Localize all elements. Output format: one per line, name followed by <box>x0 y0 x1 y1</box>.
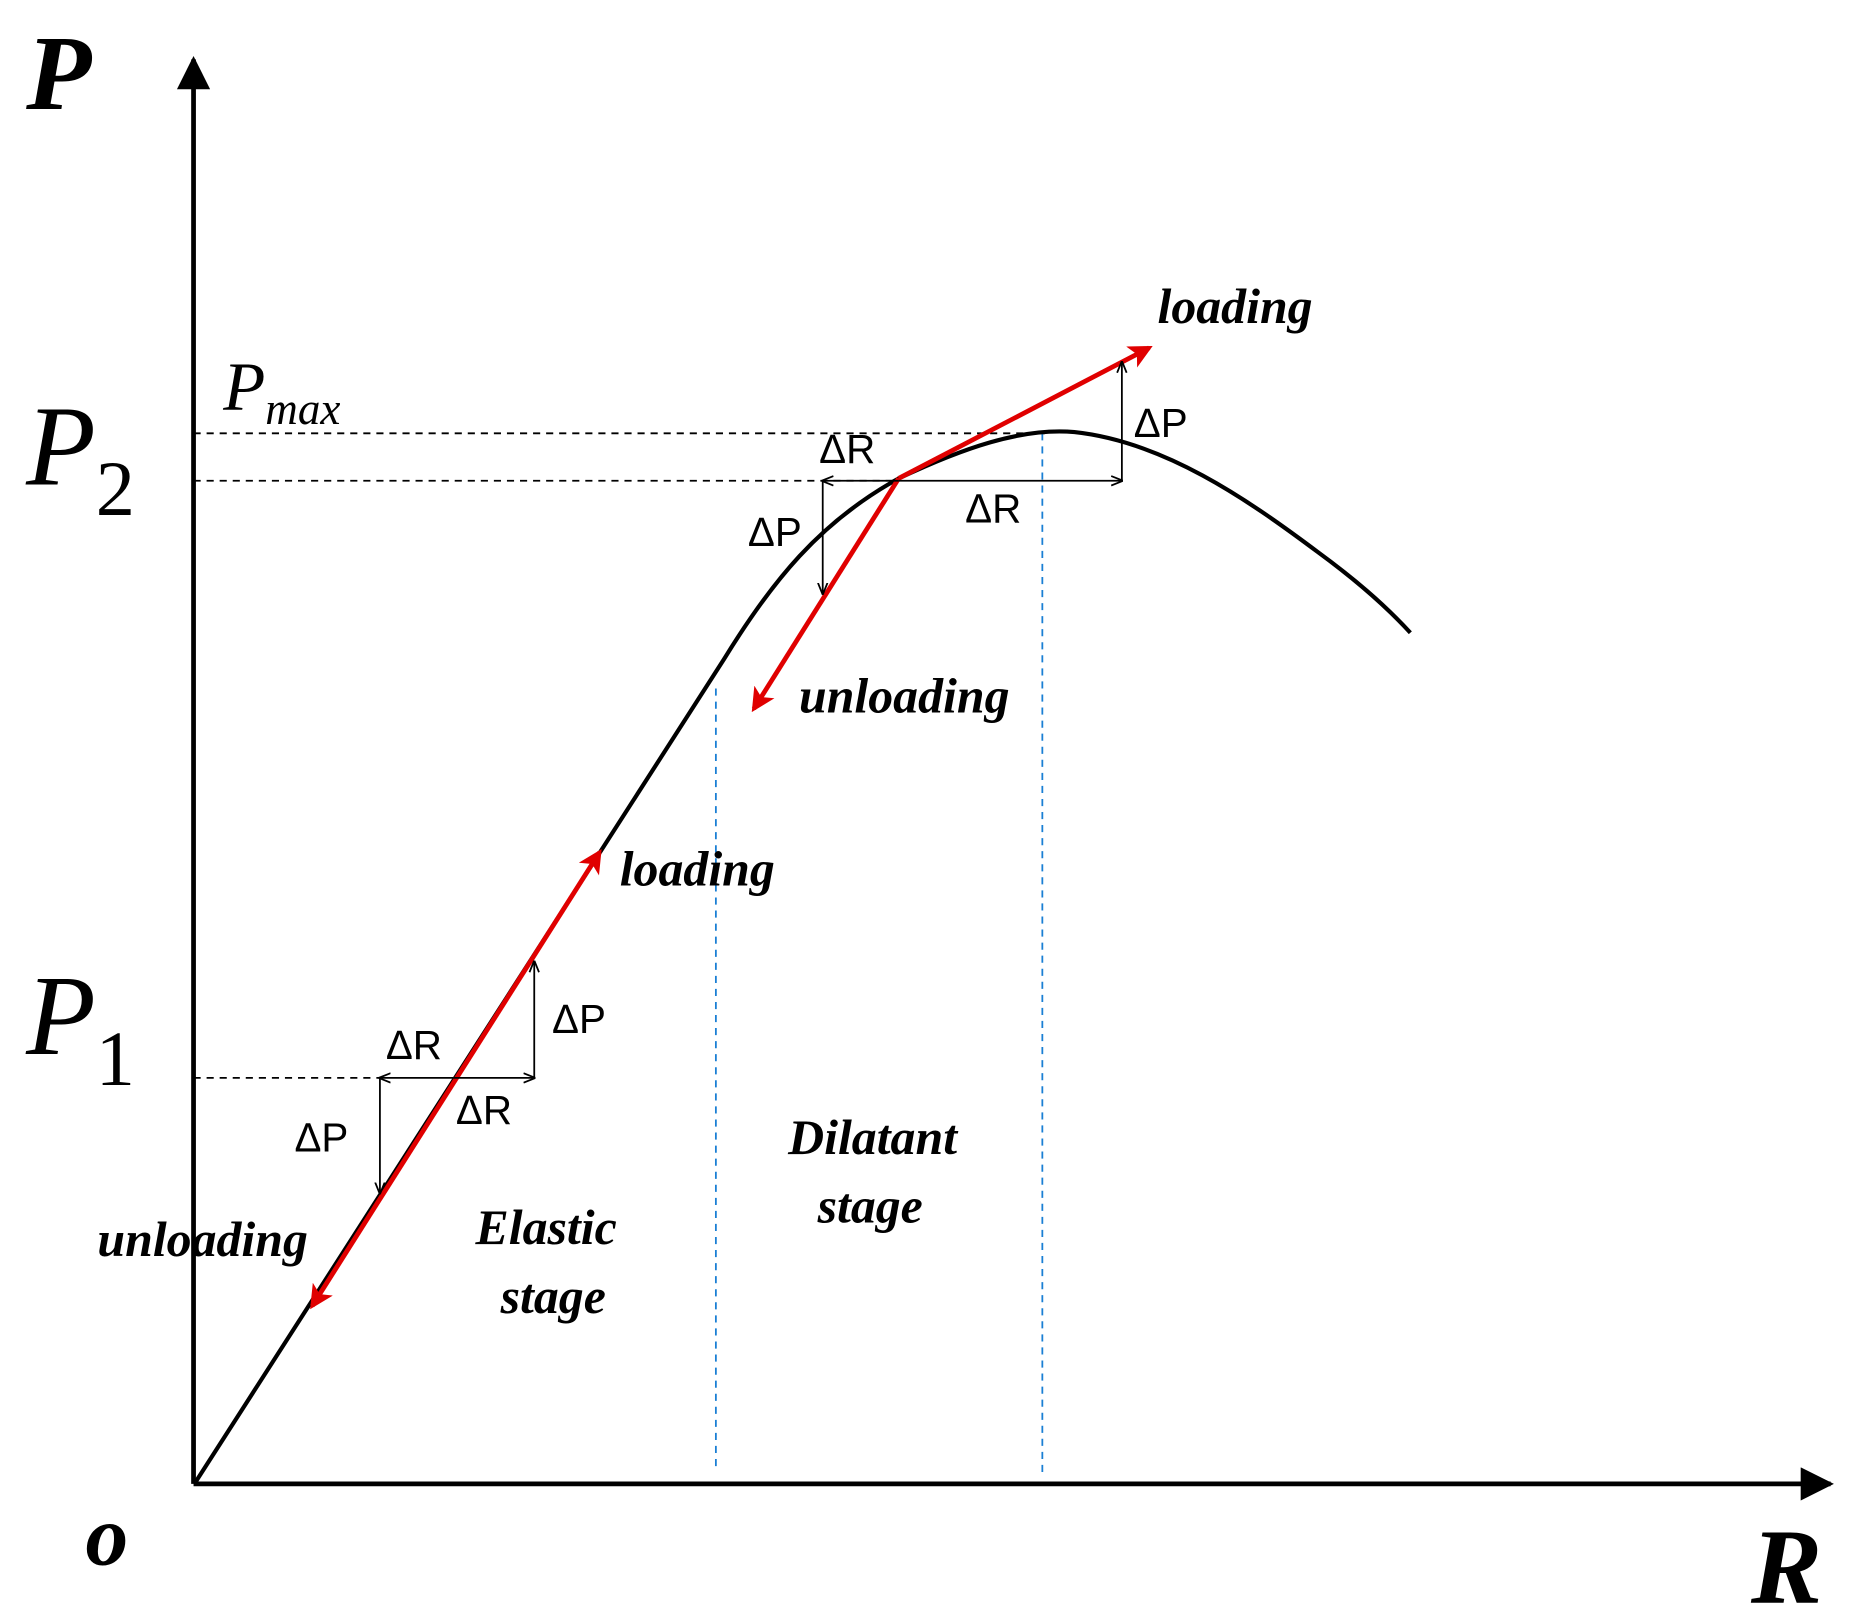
pmax-label: Pmax <box>222 349 340 434</box>
load-curve <box>194 429 1412 1483</box>
level-symbol: P <box>25 382 96 509</box>
y-axis-label: P <box>25 15 92 133</box>
increment-label: ΔR <box>386 1022 442 1068</box>
increment-arrows <box>380 362 1122 1193</box>
elastic-path <box>310 849 602 1310</box>
action-label: loading <box>1157 279 1312 334</box>
reference-lines <box>193 432 1045 1079</box>
level-symbol: P <box>25 952 96 1079</box>
p2-label: P2 <box>25 382 135 532</box>
stage-boundaries <box>714 433 1044 1473</box>
increment-label: ΔP <box>294 1115 348 1161</box>
axes <box>176 56 1834 1501</box>
stage-label: stage <box>500 1269 606 1324</box>
stage-label: Dilatant <box>787 1110 959 1165</box>
x-axis-label: R <box>1750 1509 1822 1624</box>
level-subscript: 2 <box>96 445 135 532</box>
increment-label: ΔP <box>748 509 802 555</box>
increment-label: ΔR <box>456 1087 512 1133</box>
p1-label: P1 <box>25 952 135 1102</box>
loading-path <box>897 345 1153 481</box>
increment-label: ΔP <box>552 996 606 1042</box>
origin-label: o <box>86 1490 129 1584</box>
action-label: unloading <box>97 1212 308 1267</box>
level-subscript: 1 <box>96 1015 135 1102</box>
stage-label: stage <box>817 1179 923 1234</box>
action-label: unloading <box>799 668 1010 723</box>
increment-label: ΔP <box>1134 400 1188 446</box>
action-label: loading <box>620 842 775 897</box>
increment-label: ΔR <box>819 426 875 472</box>
stage-label: Elastic <box>474 1200 616 1255</box>
load-paths <box>310 345 1153 1310</box>
level-symbol: P <box>222 349 265 425</box>
increment-label: ΔR <box>965 485 1021 531</box>
level-subscript: max <box>265 384 340 434</box>
